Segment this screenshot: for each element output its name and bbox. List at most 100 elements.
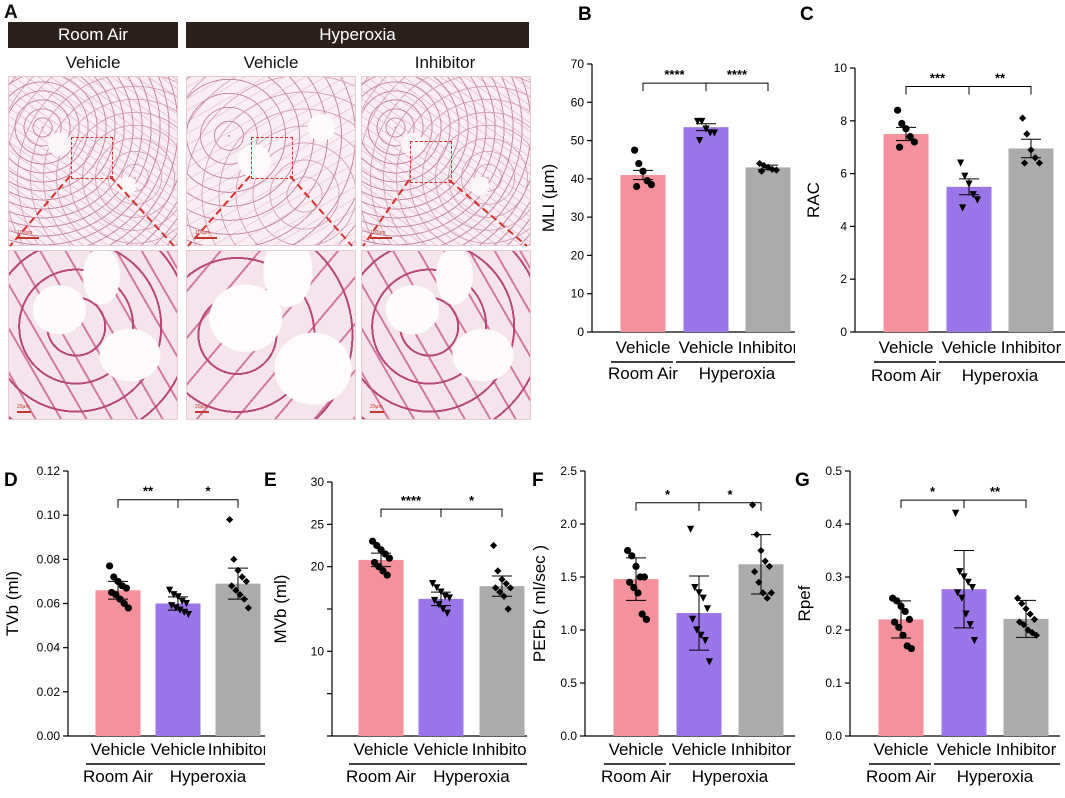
significance-label: **** — [401, 493, 422, 508]
data-point — [172, 604, 180, 612]
y-axis-label: TVb (ml) — [3, 571, 22, 636]
data-point — [634, 589, 642, 597]
bar — [215, 583, 261, 736]
data-point — [429, 580, 437, 588]
y-tick-label: 2 — [840, 272, 847, 286]
significance-label: ** — [990, 484, 1001, 499]
data-point — [106, 562, 114, 570]
data-point — [628, 552, 636, 560]
data-point — [761, 557, 769, 565]
data-point — [957, 159, 965, 167]
y-tick-label: 0 — [577, 325, 584, 339]
data-point — [647, 181, 655, 189]
data-point — [435, 601, 443, 609]
group-label: Room Air — [346, 767, 416, 786]
data-point — [701, 637, 709, 645]
y-axis-label: MVb (ml) — [271, 575, 290, 644]
y-tick-label: 1.5 — [560, 570, 577, 584]
data-point — [693, 626, 701, 634]
data-point — [234, 566, 242, 574]
x-category-label: Vehicle — [672, 740, 727, 759]
data-point — [905, 615, 913, 623]
data-point — [702, 125, 710, 133]
data-point — [176, 606, 184, 614]
data-point — [895, 623, 903, 631]
bar — [155, 603, 201, 736]
data-point — [1026, 610, 1034, 618]
data-point — [698, 117, 706, 126]
data-point — [633, 182, 641, 191]
data-point — [232, 586, 240, 594]
data-point — [960, 573, 968, 581]
data-point — [385, 554, 393, 562]
y-tick-label: 0.06 — [37, 597, 61, 611]
significance-label: * — [930, 484, 936, 499]
micrograph-room-air-vehicle-high: 20μm — [8, 250, 178, 420]
y-tick-label: 6 — [840, 167, 847, 181]
data-point — [1032, 631, 1040, 639]
bar — [946, 186, 992, 332]
significance-bracket — [900, 499, 965, 509]
y-axis-label: MLI (μm) — [540, 164, 558, 232]
data-point — [439, 605, 447, 613]
x-category-label: Vehicle — [937, 740, 992, 759]
y-tick-label: 0.0 — [560, 729, 577, 743]
significance-label: * — [665, 487, 671, 502]
data-point — [689, 615, 697, 623]
data-point — [494, 567, 502, 575]
scale-bar — [195, 411, 209, 413]
data-point — [894, 106, 902, 114]
x-category-label: Vehicle — [151, 740, 206, 759]
data-point — [695, 589, 703, 597]
x-category-label: Inhibitor — [738, 338, 795, 357]
data-point — [966, 621, 974, 629]
group-label: Hyperoxia — [957, 767, 1034, 786]
data-point — [705, 658, 713, 666]
data-point — [170, 591, 178, 599]
bar — [620, 175, 666, 332]
data-point — [178, 597, 186, 605]
y-tick-label: 0.12 — [37, 464, 61, 478]
data-point — [490, 541, 498, 550]
y-tick-label: 0.08 — [37, 552, 61, 566]
group-label: Hyperoxia — [962, 366, 1039, 385]
zoom-connectors — [9, 175, 528, 247]
data-point — [753, 531, 761, 539]
x-category-label: Vehicle — [874, 740, 929, 759]
data-point — [962, 610, 970, 618]
y-axis-label: RAC — [804, 182, 823, 218]
significance-label: ** — [143, 484, 154, 499]
data-point — [1023, 130, 1031, 138]
micrograph-col3-label: Inhibitor — [414, 53, 476, 72]
data-point — [630, 584, 638, 592]
bar — [683, 127, 729, 333]
panel-label: C — [800, 4, 814, 25]
data-point — [902, 125, 910, 133]
data-point — [632, 562, 640, 570]
significance-label: * — [727, 487, 733, 502]
x-category-label: Inhibitor — [472, 740, 527, 759]
data-point — [1028, 629, 1036, 637]
y-tick-label: 0.5 — [560, 676, 577, 690]
data-point — [631, 146, 639, 154]
x-category-label: Vehicle — [879, 338, 934, 357]
data-point — [1018, 599, 1026, 608]
bar — [1003, 618, 1049, 736]
significance-bracket — [380, 508, 442, 518]
y-axis-label: Rpef — [795, 585, 814, 621]
data-point — [906, 133, 914, 141]
y-tick-label: 50 — [571, 134, 585, 148]
y-tick-label: 0.02 — [37, 685, 61, 699]
y-tick-label: 0.00 — [37, 729, 61, 743]
micrograph-col1-label: Vehicle — [65, 53, 121, 72]
data-point — [910, 138, 918, 146]
hyperoxia-header: Hyperoxia — [186, 22, 529, 48]
panel-label: F — [532, 470, 544, 491]
bar — [95, 590, 141, 736]
y-axis-label: PEFb ( ml/sec ) — [530, 545, 549, 662]
significance-bracket — [642, 82, 707, 92]
data-point — [954, 589, 962, 597]
zoom-line — [187, 175, 251, 247]
